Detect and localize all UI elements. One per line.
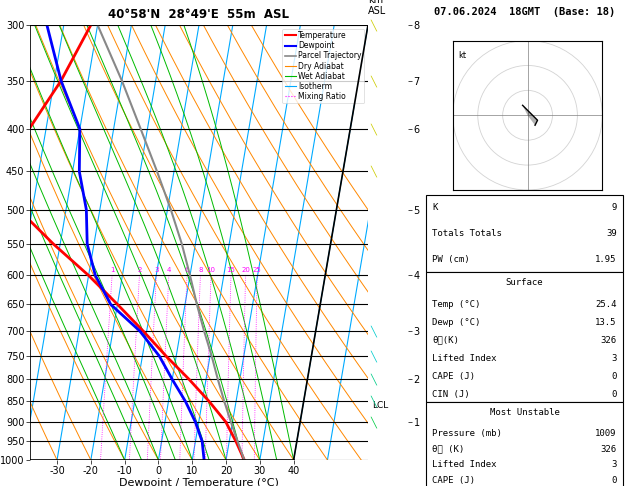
Text: Mixing Ratio (g/kg): Mixing Ratio (g/kg) bbox=[456, 196, 466, 289]
Text: 326: 326 bbox=[601, 336, 617, 345]
Text: ╲: ╲ bbox=[370, 350, 376, 362]
Text: ╲: ╲ bbox=[370, 166, 376, 177]
Text: Pressure (mb): Pressure (mb) bbox=[432, 429, 502, 438]
Text: 4: 4 bbox=[167, 267, 171, 273]
Text: 2: 2 bbox=[137, 267, 142, 273]
X-axis label: Dewpoint / Temperature (°C): Dewpoint / Temperature (°C) bbox=[119, 478, 279, 486]
Text: ╲: ╲ bbox=[370, 75, 376, 87]
Text: Temp (°C): Temp (°C) bbox=[432, 299, 481, 309]
Text: Most Unstable: Most Unstable bbox=[489, 408, 559, 417]
Text: km
ASL: km ASL bbox=[368, 0, 386, 17]
Text: 326: 326 bbox=[601, 445, 617, 453]
Text: K: K bbox=[432, 203, 438, 212]
Text: 9: 9 bbox=[611, 203, 617, 212]
Text: 3: 3 bbox=[611, 354, 617, 363]
Text: 13.5: 13.5 bbox=[595, 318, 617, 327]
Text: Totals Totals: Totals Totals bbox=[432, 229, 502, 238]
Text: 1: 1 bbox=[110, 267, 114, 273]
Text: kt: kt bbox=[458, 51, 466, 59]
Text: Surface: Surface bbox=[506, 278, 543, 287]
Text: θᴇ(K): θᴇ(K) bbox=[432, 336, 459, 345]
Text: 6: 6 bbox=[185, 267, 189, 273]
Text: 07.06.2024  18GMT  (Base: 18): 07.06.2024 18GMT (Base: 18) bbox=[434, 7, 615, 17]
Text: ╲: ╲ bbox=[370, 416, 376, 428]
Bar bbox=[426, 402, 623, 486]
Text: 3: 3 bbox=[611, 460, 617, 469]
Text: CIN (J): CIN (J) bbox=[432, 390, 470, 399]
Text: 0: 0 bbox=[611, 476, 617, 486]
Text: 15: 15 bbox=[226, 267, 235, 273]
Text: ╲: ╲ bbox=[370, 325, 376, 337]
Text: 8: 8 bbox=[198, 267, 203, 273]
Text: 1009: 1009 bbox=[595, 429, 617, 438]
Text: ╲: ╲ bbox=[370, 19, 376, 31]
Text: Dewp (°C): Dewp (°C) bbox=[432, 318, 481, 327]
Text: 0: 0 bbox=[611, 390, 617, 399]
Text: θᴇ (K): θᴇ (K) bbox=[432, 445, 464, 453]
Bar bbox=[426, 272, 623, 402]
Text: 10: 10 bbox=[206, 267, 216, 273]
Bar bbox=[426, 195, 623, 272]
Text: 0: 0 bbox=[611, 372, 617, 381]
Text: CAPE (J): CAPE (J) bbox=[432, 476, 476, 486]
Text: ╲: ╲ bbox=[370, 396, 376, 407]
Text: PW (cm): PW (cm) bbox=[432, 255, 470, 263]
Legend: Temperature, Dewpoint, Parcel Trajectory, Dry Adiabat, Wet Adiabat, Isotherm, Mi: Temperature, Dewpoint, Parcel Trajectory… bbox=[282, 29, 364, 104]
Text: 25.4: 25.4 bbox=[595, 299, 617, 309]
Text: 25: 25 bbox=[253, 267, 262, 273]
Text: Lifted Index: Lifted Index bbox=[432, 460, 497, 469]
Text: Lifted Index: Lifted Index bbox=[432, 354, 497, 363]
Text: 1.95: 1.95 bbox=[595, 255, 617, 263]
Text: ╲: ╲ bbox=[370, 374, 376, 385]
Text: 39: 39 bbox=[606, 229, 617, 238]
Text: 40°58'N  28°49'E  55m  ASL: 40°58'N 28°49'E 55m ASL bbox=[108, 8, 289, 21]
Polygon shape bbox=[523, 105, 538, 125]
Text: ╲: ╲ bbox=[370, 123, 376, 135]
Text: LCL: LCL bbox=[372, 401, 388, 410]
Text: 20: 20 bbox=[241, 267, 250, 273]
Text: 3: 3 bbox=[154, 267, 159, 273]
Text: CAPE (J): CAPE (J) bbox=[432, 372, 476, 381]
